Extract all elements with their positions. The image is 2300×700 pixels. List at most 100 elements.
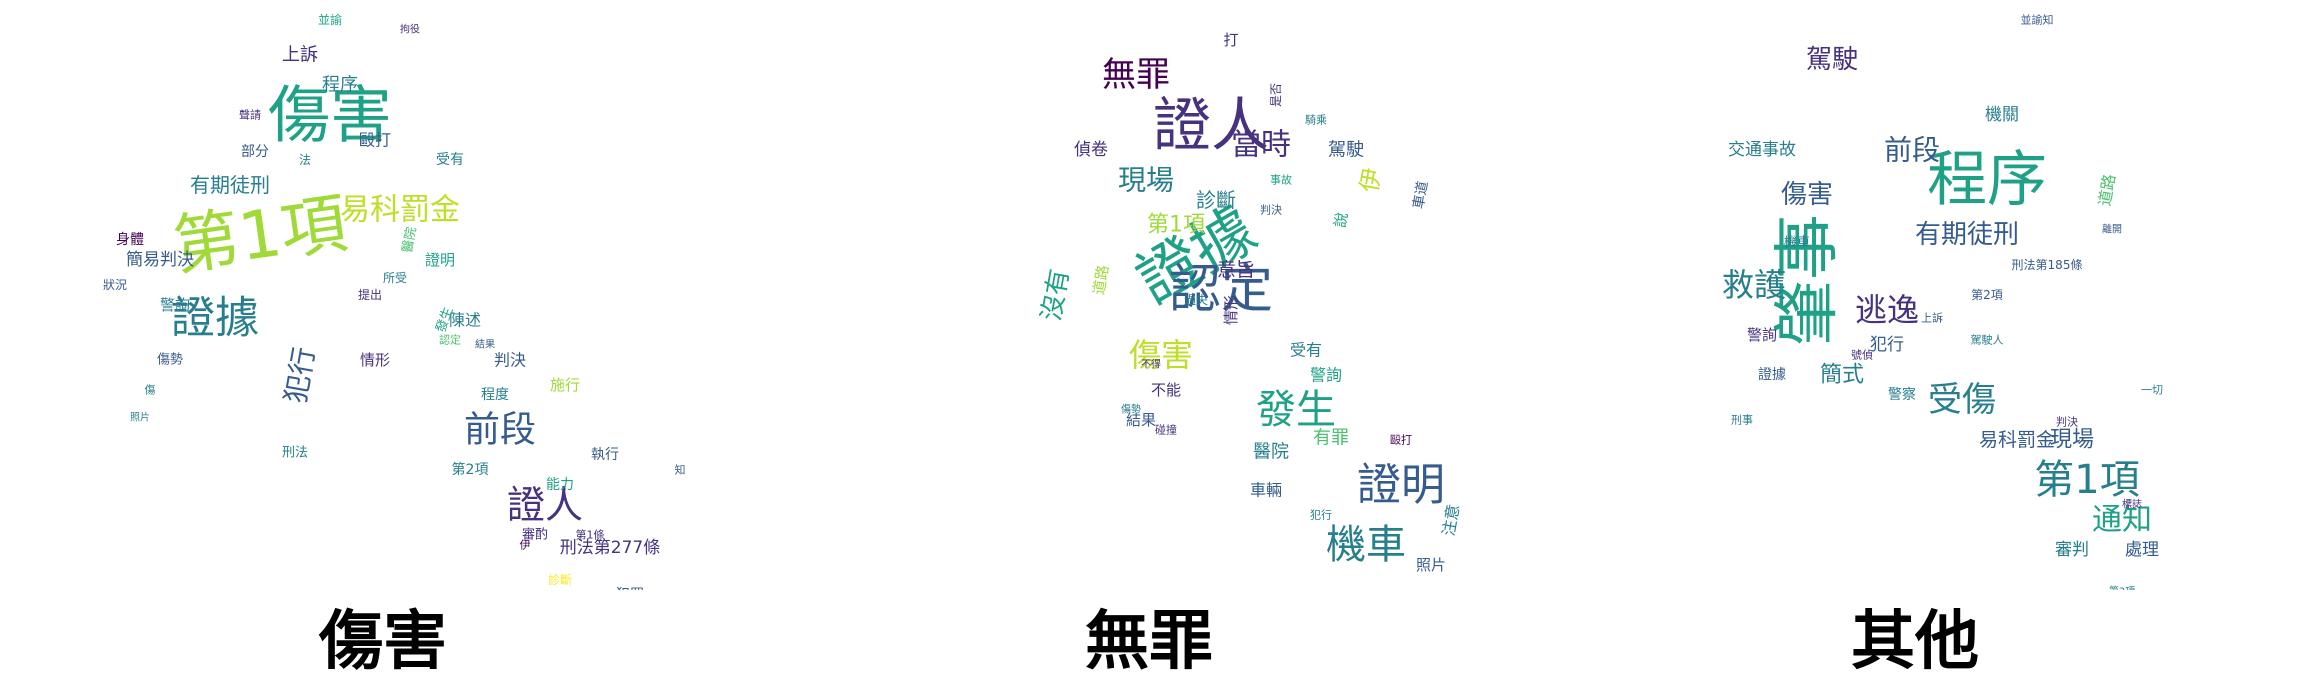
cloud-word: 程度 — [481, 387, 509, 403]
cloud-word: 第1項 — [2034, 457, 2139, 503]
cloud-word: 號偵 — [1851, 348, 1873, 362]
cloud-word: 第1項 — [168, 185, 351, 285]
cloud-word: 駕駛 — [1806, 45, 1858, 75]
cloud-word: 身體 — [116, 232, 144, 248]
cloud-word: 法 — [299, 153, 311, 167]
cloud-word: 並諭 — [318, 12, 342, 27]
cloud-word: 意旨 — [1217, 259, 1255, 281]
cloud-word: 照片 — [1416, 556, 1446, 574]
cloud-word: 現場 — [2050, 428, 2094, 453]
cloud-word: 伊 — [520, 539, 531, 552]
cloud-word: 駕駛 — [1328, 140, 1364, 161]
cloud-word: 部分 — [241, 144, 269, 160]
cloud-word: 執行 — [591, 447, 619, 463]
cloud-word: 證明 — [425, 251, 455, 269]
panel-label-other: 其他 — [1851, 605, 1979, 679]
cloud-word: 狀況 — [103, 277, 127, 292]
cloud-word: 易科罰金 — [1979, 429, 2055, 451]
cloud-word: 證人 — [1153, 91, 1269, 159]
cloud-word: 駕駛人 — [1971, 334, 2004, 347]
cloud-word: 上訴 — [1921, 311, 1943, 325]
cloud-word: 發生 — [1256, 387, 1336, 433]
cloud-word: 有期徒刑 — [190, 173, 270, 197]
cloud-word: 證人 — [507, 483, 583, 527]
cloud-word: 並諭知 — [2021, 13, 2054, 27]
cloud-word: 警詢 — [160, 296, 190, 314]
cloud-word: 警詢 — [1310, 366, 1342, 385]
cloud-word: 道路 — [2095, 173, 2119, 208]
cloud-word: 刑事 — [1731, 414, 1753, 427]
cloud-word: 診斷 — [548, 572, 572, 587]
cloud-word: 傷害 — [268, 79, 392, 152]
cloud-word: 一切 — [2141, 384, 2163, 397]
cloud-word: 傷害 — [1781, 180, 1833, 210]
cloud-word: 前段 — [464, 410, 536, 451]
cloud-word: 刑法第277條 — [560, 538, 660, 558]
cloud-word: 證據 — [171, 293, 259, 344]
cloud-word: 程序 — [322, 75, 358, 96]
cloud-word: 現場 — [1118, 164, 1174, 197]
cloud-word: 醫院 — [400, 226, 419, 254]
cloud-word: 沒有 — [1037, 267, 1076, 323]
cloud-word: 犯行 — [1870, 335, 1904, 355]
panel-label-not-guilty: 無罪 — [1085, 605, 1213, 679]
wordcloud-panel-injury: 第1項 傷害 證據 易科罰金 前段 證人 犯行 有期徒刑 簡易判決 刑法第277條 程序 上訴 毆打 陳述… — [0, 0, 766, 700]
cloud-word: 肇事 — [1769, 214, 1846, 346]
cloud-word: 施行 — [550, 376, 580, 394]
cloud-word: 傷害 — [1129, 336, 1193, 374]
cloud-word: 有期徒刑 — [1915, 220, 2019, 250]
cloud-word: 犯行 — [1310, 509, 1332, 522]
cloud-word: 不得 — [1141, 359, 1161, 371]
cloud-word: 無罪 — [1102, 55, 1170, 95]
cloud-word: 不能 — [1151, 381, 1181, 399]
cloud-word: 醫院 — [1253, 442, 1289, 463]
cloud-word: 程序 — [1927, 145, 2047, 215]
cloud-word: 認定 — [1169, 260, 1273, 320]
cloud-word: 情形 — [1222, 295, 1240, 325]
cloud-word: 車道 — [1410, 180, 1432, 211]
cloud-word: 判決 — [494, 351, 526, 370]
cloud-word: 上訴 — [282, 45, 318, 66]
cloud-word: 是否 — [1269, 83, 1283, 107]
cloud-word: 受傷 — [1928, 380, 1996, 420]
cloud-word: 第2項 — [1971, 288, 2003, 302]
cloud-word: 通知 — [2092, 503, 2152, 538]
cloud-word: 騎乘 — [1305, 114, 1327, 127]
cloud-word: 有罪 — [1313, 428, 1349, 449]
cloud-word: 受有 — [1290, 341, 1322, 360]
cloud-word: 簡式 — [1820, 363, 1864, 388]
cloud-word: 交通事故 — [1728, 140, 1796, 160]
cloud-word: 犯罪 — [616, 587, 644, 590]
cloud-word: 傷勢 — [157, 353, 183, 368]
cloud-word: 判決 — [1260, 204, 1282, 217]
cloud-word: 離開 — [2102, 223, 2122, 236]
cloud-word: 簡易判決 — [126, 250, 194, 270]
cloud-word: 伊 — [1355, 166, 1387, 194]
cloud-word: 所受 — [383, 271, 407, 285]
cloud-word: 受有 — [436, 152, 464, 168]
cloud-word: 認定 — [439, 333, 461, 347]
cloud-word: 知 — [675, 463, 686, 477]
cloud-word: 過失 — [1184, 292, 1208, 307]
wordcloud-panel-other: 肇事 程序 第1項 受傷 逃逸 救護 通知 前段 傷害 有期徒刑 駕駛 簡式 現場 易科罰金 審判 處理 交通事… — [1532, 0, 2298, 700]
cloud-word: 照片 — [130, 411, 150, 424]
cloud-word: 刑法第185條 — [2012, 258, 2083, 272]
cloud-word: 診斷 — [1196, 188, 1236, 212]
cloud-word: 處理 — [2125, 540, 2159, 560]
cloud-word: 第1項 — [1147, 213, 1205, 238]
cloud-word: 車輛 — [1250, 481, 1282, 500]
cloud-word: 救護 — [1722, 266, 1786, 304]
cloud-word: 傷勢 — [1121, 403, 1141, 416]
cloud-word: 第3項 — [2109, 585, 2135, 591]
cloud-word: 機關 — [1985, 105, 2019, 125]
cloud-word: 說 — [1331, 211, 1351, 229]
cloud-word: 陳述 — [449, 311, 481, 330]
cloud-word: 機車 — [1784, 236, 1810, 251]
cloud-word: 審酌 — [522, 528, 548, 543]
cloud-word: 審判 — [2055, 540, 2089, 560]
cloud-word: 能力 — [546, 477, 574, 493]
cloud-word: 證據 — [1758, 366, 1786, 383]
cloud-word: 前段 — [1884, 134, 1940, 167]
